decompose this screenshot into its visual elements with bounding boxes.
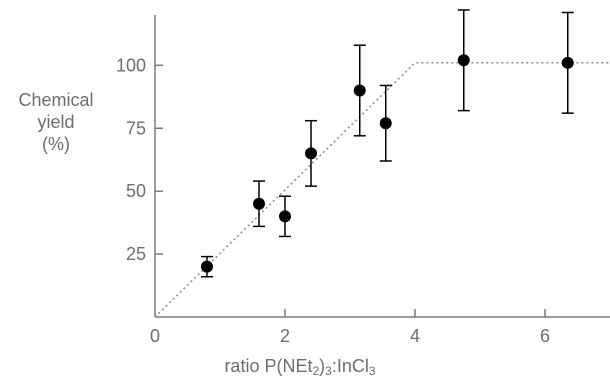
x-axis-label-mid: ) <box>319 356 326 376</box>
x-tick-label: 6 <box>540 326 550 346</box>
data-points <box>201 54 574 273</box>
data-point <box>353 84 366 97</box>
data-point <box>379 117 392 130</box>
x-tick-label: 2 <box>280 326 290 346</box>
axes <box>154 15 610 318</box>
data-point <box>457 54 470 67</box>
data-point <box>201 260 213 273</box>
trend-line <box>154 62 610 318</box>
y-axis-label-line-3: (%) <box>42 134 70 154</box>
x-tick-label: 0 <box>150 326 160 346</box>
trend-line-group <box>154 62 610 318</box>
y-tick-label: 50 <box>126 181 146 201</box>
y-tick-label: 100 <box>116 55 146 75</box>
y-axis-label-line-1: Chemical <box>18 90 94 110</box>
x-axis-label-sub-1: 2 <box>312 364 320 378</box>
y-axis-label-line-2: yield <box>37 112 75 132</box>
x-tick-label: 4 <box>410 326 420 346</box>
x-axis-label-prefix: ratio P(NEt <box>224 356 313 376</box>
x-axis-label-sub-2: 3 <box>325 364 332 378</box>
error-bars <box>201 9 574 278</box>
data-point <box>279 210 291 223</box>
ticks: 0 2 4 6 25 50 75 100 <box>116 55 550 346</box>
x-axis-label: ratio P(NEt2)3:InCl3 <box>150 356 450 378</box>
data-point <box>561 56 574 69</box>
data-point <box>305 147 317 160</box>
x-axis-label-mid-2: :InCl <box>331 356 369 376</box>
data-point <box>253 197 265 210</box>
y-tick-label: 25 <box>126 244 146 264</box>
x-axis-label-sub-3: 3 <box>368 364 376 378</box>
y-tick-label: 75 <box>126 118 146 138</box>
